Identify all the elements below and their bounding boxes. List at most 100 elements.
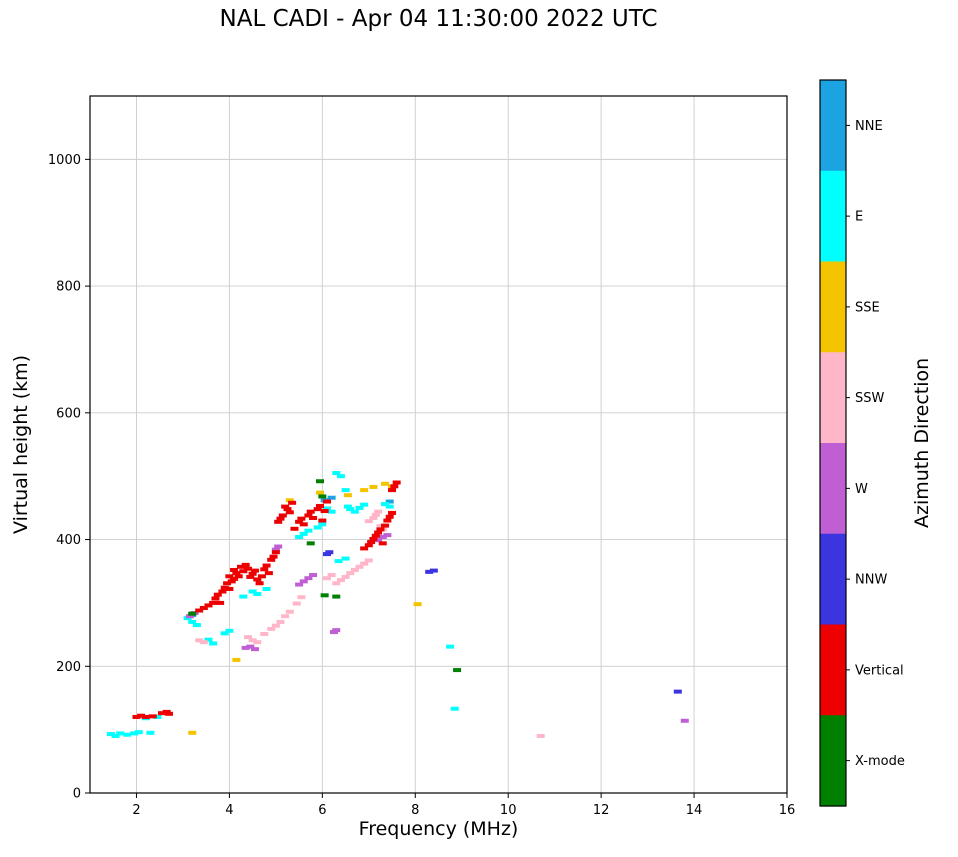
scatter-point-ssw: [292, 601, 301, 606]
x-tick-label: 12: [593, 803, 610, 818]
scatter-point-ssw: [364, 519, 373, 524]
colorbar-segment-nnw: [820, 533, 846, 626]
scatter-point-sse: [232, 657, 241, 662]
scatter-point-vertical: [388, 510, 397, 515]
scatter-point-vertical: [253, 577, 262, 582]
scatter-point-e: [341, 556, 350, 561]
x-tick-label: 16: [779, 803, 796, 818]
scatter-point-vertical: [299, 522, 308, 527]
colorbar-tick-label: NNE: [855, 119, 883, 134]
scatter-point-vertical: [148, 714, 157, 719]
scatter-point-e: [106, 732, 115, 737]
scatter-point-sse: [413, 602, 422, 607]
scatter-point-sse: [285, 498, 294, 503]
x-tick-label: 8: [411, 803, 419, 818]
scatter-point-vertical: [271, 550, 280, 555]
scatter-point-ssw: [253, 640, 262, 645]
scatter-point-vertical: [367, 540, 376, 545]
scatter-point-vertical: [369, 536, 378, 541]
scatter-point-e: [299, 531, 308, 536]
scatter-point-ssw: [271, 623, 280, 628]
scatter-point-vertical: [227, 579, 236, 584]
scatter-point-ssw: [336, 578, 345, 583]
scatter-point-vertical: [274, 519, 283, 524]
scatter-point-e: [188, 619, 197, 624]
scatter-point-vertical: [239, 569, 248, 574]
colorbar-segment-e: [820, 170, 846, 263]
scatter-point-nne: [327, 495, 336, 500]
scatter-point-sse: [381, 481, 390, 486]
scatter-point-vertical: [320, 509, 329, 514]
scatter-point-e: [385, 504, 394, 509]
x-tick-label: 10: [500, 803, 517, 818]
scatter-point-ssw: [536, 733, 545, 738]
scatter-point-vertical: [290, 526, 299, 531]
scatter-point-vertical: [371, 533, 380, 538]
y-tick-label: 200: [56, 660, 81, 675]
scatter-point-x-mode: [332, 594, 341, 599]
scatter-point-ssw: [322, 576, 331, 581]
y-tick-label: 800: [56, 280, 81, 295]
scatter-point-vertical: [237, 564, 246, 569]
scatter-point-e: [318, 522, 327, 527]
scatter-point-ssw: [327, 573, 336, 578]
scatter-point-vertical: [276, 516, 285, 521]
scatter-point-vertical: [374, 530, 383, 535]
scatter-point-vertical: [378, 541, 387, 546]
colorbar-tick-label: SSE: [855, 300, 880, 315]
scatter-point-vertical: [281, 504, 290, 509]
scatter-point-e: [239, 594, 248, 599]
scatter-point-vertical: [241, 562, 250, 567]
scatter-point-vertical: [304, 513, 313, 518]
scatter-point-w: [374, 538, 383, 543]
scatter-point-e: [360, 502, 369, 507]
scatter-point-e: [446, 644, 455, 649]
scatter-point-vertical: [164, 711, 173, 716]
scatter-point-vertical: [141, 714, 150, 719]
scatter-point-ssw: [332, 581, 341, 586]
scatter-point-sse: [316, 490, 325, 495]
scatter-point-vertical: [390, 484, 399, 489]
scatter-point-w: [309, 573, 318, 578]
scatter-point-e: [304, 528, 313, 533]
scatter-point-e: [204, 637, 213, 642]
scatter-point-e: [111, 733, 120, 738]
x-tick-label: 2: [132, 803, 140, 818]
scatter-point-ssw: [248, 638, 257, 643]
scatter-point-vertical: [313, 507, 322, 512]
scatter-point-e: [123, 732, 132, 737]
scatter-point-vertical: [316, 503, 325, 508]
colorbar-tick-label: NNW: [855, 573, 887, 588]
scatter-point-e: [262, 586, 271, 591]
scatter-point-nnw: [325, 550, 334, 555]
scatter-point-vertical: [234, 574, 243, 579]
scatter-point-e: [220, 631, 229, 636]
scatter-point-e: [248, 589, 257, 594]
page-title: NAL CADI - Apr 04 11:30:00 2022 UTC: [219, 6, 658, 32]
scatter-point-e: [343, 504, 352, 509]
scatter-point-w: [680, 718, 689, 723]
colorbar-segment-ssw: [820, 352, 846, 444]
scatter-point-ssw: [346, 571, 355, 576]
scatter-point-vertical: [225, 586, 234, 591]
scatter-point-vertical: [267, 557, 276, 562]
scatter-point-x-mode: [318, 494, 327, 499]
scatter-point-e: [225, 628, 234, 633]
scatter-point-vertical: [285, 510, 294, 515]
scatter-point-w: [295, 582, 304, 587]
scatter-point-vertical: [255, 581, 264, 586]
scatter-point-vertical: [209, 600, 218, 605]
scatter-point-vertical: [218, 589, 227, 594]
scatter-point-e: [341, 488, 350, 493]
scatter-point-w: [271, 547, 280, 552]
scatter-point-e: [153, 714, 162, 719]
scatter-point-w: [250, 647, 259, 652]
scatter-point-vertical: [264, 571, 273, 576]
y-tick-label: 0: [73, 787, 81, 802]
scatter-point-sse: [360, 488, 369, 493]
y-axis-label: Virtual height (km): [10, 354, 32, 535]
colorbar-tick-label: W: [855, 482, 868, 497]
scatter-point-e: [346, 507, 355, 512]
scatter-point-x-mode: [320, 593, 329, 598]
scatter-point-vertical: [381, 523, 390, 528]
